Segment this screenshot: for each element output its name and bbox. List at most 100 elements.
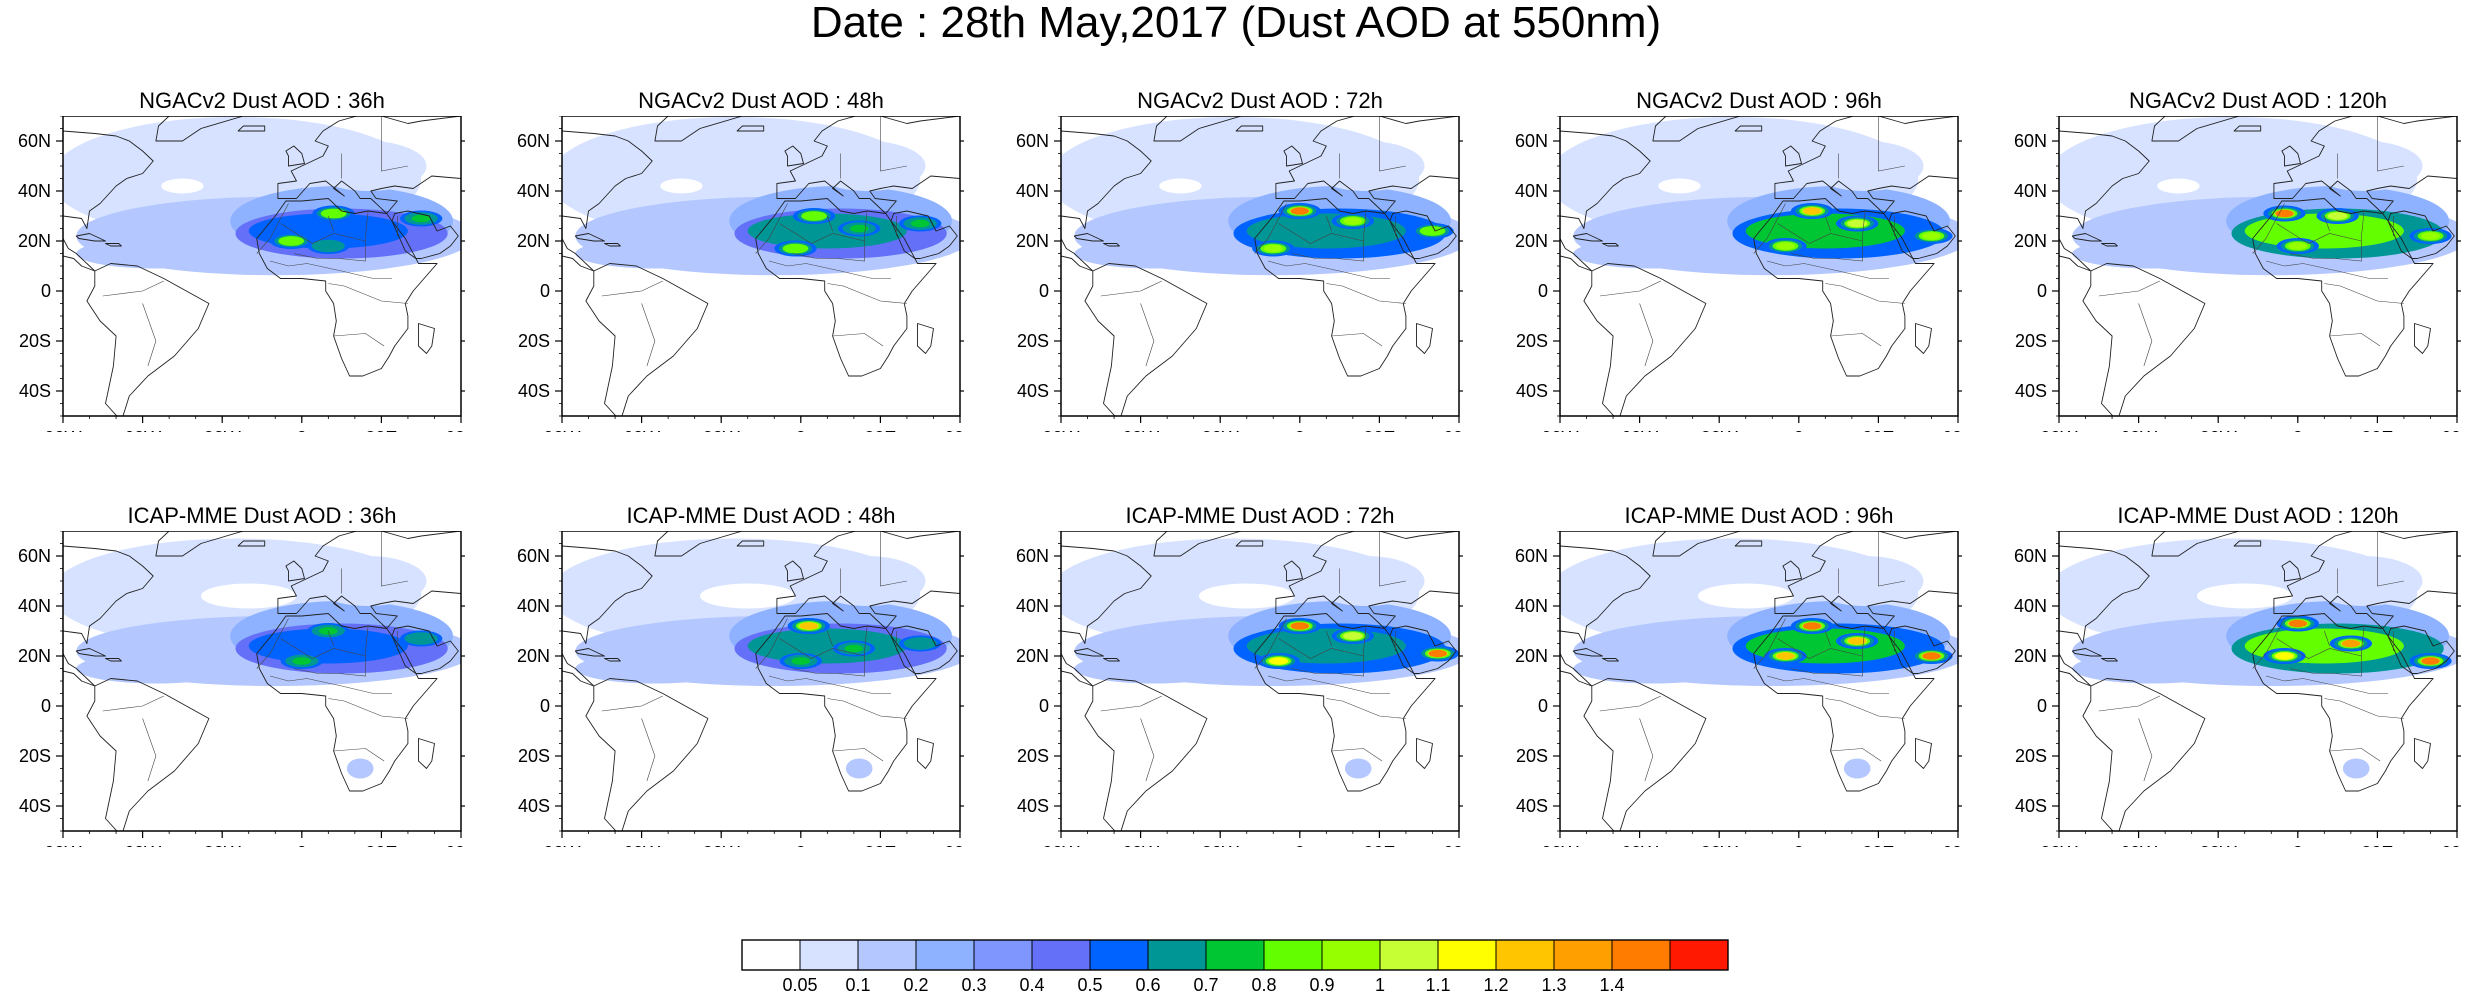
x-tick-label: 30W	[2200, 843, 2237, 847]
aod-contour	[1074, 653, 1234, 684]
border-line	[142, 718, 157, 782]
border-line	[381, 531, 408, 587]
coastline	[237, 125, 266, 132]
border-line	[1599, 280, 1661, 297]
coastline	[654, 531, 743, 557]
border-line	[293, 210, 369, 262]
coastlines	[1560, 531, 1958, 831]
aod-contour	[309, 556, 427, 606]
coastline	[1734, 125, 1763, 132]
dust-plume-core	[804, 212, 824, 220]
dust-plume-core	[2341, 639, 2361, 648]
coastline	[86, 678, 210, 831]
border-line	[2098, 280, 2160, 297]
country-borders	[102, 116, 408, 367]
dust-plume-core	[1776, 652, 1795, 660]
aod-contour	[161, 178, 204, 194]
y-tick-label: 60N	[18, 546, 51, 566]
dust-aod-map: 90W 60W 30W 0 30E 60E 60N 40N 20N 0 20S 40S	[517, 116, 964, 432]
panel-title: ICAP-MME Dust AOD : 120h	[2117, 503, 2399, 528]
y-tick-label: 0	[540, 696, 550, 716]
dust-plume-core	[324, 209, 343, 218]
y-tick-label: 20N	[517, 646, 550, 666]
y-tick-label: 60N	[517, 546, 550, 566]
aod-contour	[1074, 238, 1234, 269]
colorbar-swatch	[799, 939, 859, 971]
y-tick-label: 20S	[2015, 331, 2047, 351]
aod-contour	[1573, 238, 1733, 269]
border-line	[1753, 203, 1786, 254]
border-line	[2138, 303, 2153, 367]
coastline	[1560, 130, 1651, 229]
y-tick-label: 0	[2037, 696, 2047, 716]
border-line	[2324, 630, 2330, 647]
coastline	[391, 625, 459, 674]
dust-plume-core	[849, 224, 869, 233]
border-line	[2324, 283, 2404, 304]
coastline	[1560, 545, 1651, 644]
coastline	[237, 540, 266, 547]
x-tick-label: 30W	[204, 428, 241, 432]
coastline	[736, 540, 765, 547]
colorbar-swatch	[741, 939, 801, 971]
dust-plume-core	[292, 657, 312, 665]
dust-aod-map: 90W 60W 30W 0 30E 60E 60N 40N 20N 0 20S 40S	[1016, 531, 1463, 847]
coastline	[2233, 125, 2262, 132]
dust-plume-core	[2288, 619, 2308, 628]
colorbar-label: 1.3	[1541, 975, 1566, 995]
coastline	[1283, 145, 1303, 167]
aod-field	[63, 116, 461, 416]
border-line	[2289, 210, 2365, 262]
coastline	[1602, 658, 1619, 662]
y-tick-label: 40N	[517, 596, 550, 616]
coastline	[1389, 210, 1457, 259]
coastline	[1753, 613, 1935, 792]
dust-plume-core	[2421, 657, 2440, 665]
y-tick-label: 0	[1039, 696, 1049, 716]
colorbar-label: 0.05	[782, 975, 817, 995]
aod-field	[2059, 116, 2457, 416]
x-tick-label: 60E	[1443, 428, 1463, 432]
y-tick-label: 60N	[18, 131, 51, 151]
coastline	[2059, 653, 2092, 687]
border-line	[1830, 748, 1882, 762]
dust-plume-core	[1290, 207, 1310, 215]
aod-contour	[1307, 556, 1425, 606]
dust-plume-core	[1343, 632, 1363, 640]
colorbar-label: 0.4	[1019, 975, 1044, 995]
coastline	[585, 678, 709, 831]
border-line	[1326, 215, 1332, 232]
y-tick-label: 20S	[19, 746, 51, 766]
border-line	[1790, 625, 1866, 677]
coastlines	[1560, 116, 1958, 416]
border-line	[2324, 698, 2404, 719]
coastline	[2101, 658, 2118, 662]
coastline	[562, 653, 595, 687]
coastline	[1153, 531, 1242, 557]
y-tick-label: 40S	[1017, 381, 1049, 401]
map-panel: NGACv2 Dust AOD : 120h 90W 60W 30W 0 30E 60E 60…	[2001, 88, 2461, 432]
dust-plume-core	[1922, 232, 1941, 240]
x-tick-label: 0	[1295, 843, 1305, 847]
y-tick-label: 40N	[2014, 596, 2047, 616]
aod-contour	[2072, 238, 2232, 269]
coastline	[776, 116, 960, 214]
coastline	[1888, 210, 1956, 259]
x-tick-label: 30E	[2361, 428, 2393, 432]
y-tick-label: 40N	[1515, 181, 1548, 201]
coastlines	[1061, 531, 1459, 831]
coastline	[1753, 198, 1935, 377]
coastline	[574, 233, 605, 242]
border-line	[1278, 638, 1364, 659]
border-line	[1331, 748, 1383, 762]
x-tick-label: 30W	[1701, 428, 1738, 432]
x-tick-label: 60W	[2120, 843, 2157, 847]
y-tick-label: 40S	[2015, 796, 2047, 816]
x-tick-label: 0	[1295, 428, 1305, 432]
coastline	[75, 648, 106, 657]
coastline	[75, 233, 106, 242]
country-borders	[1599, 531, 1905, 782]
y-tick-label: 20S	[1017, 746, 1049, 766]
border-line	[1291, 625, 1367, 677]
dust-plume-core	[1428, 649, 1448, 658]
